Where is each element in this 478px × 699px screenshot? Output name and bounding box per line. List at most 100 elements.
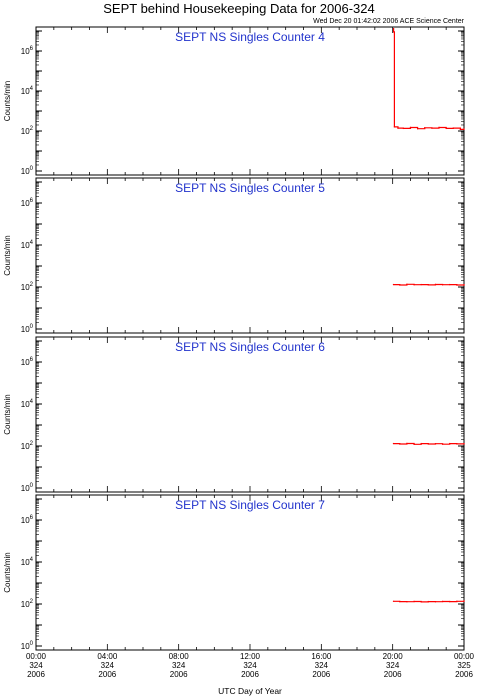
y-tick-base: 10: [21, 283, 30, 292]
x-tick-time: 12:00: [240, 652, 261, 661]
y-tick-base: 10: [21, 484, 30, 493]
x-tick-doy: 324: [29, 661, 43, 670]
x-tick-year: 2006: [27, 670, 45, 679]
y-tick-exponent: 0: [30, 641, 34, 647]
y-tick-base: 10: [21, 442, 30, 451]
y-tick-exponent: 0: [30, 166, 34, 172]
y-tick-base: 10: [21, 167, 30, 176]
data-point: [438, 126, 440, 129]
panel-title: SEPT NS Singles Counter 6: [175, 340, 325, 354]
y-tick-label: 102: [21, 282, 34, 292]
x-tick-year: 2006: [98, 670, 116, 679]
data-point: [413, 600, 415, 603]
data-point: [392, 283, 395, 286]
data-point: [427, 600, 430, 603]
data-point: [434, 283, 437, 286]
y-tick-exponent: 4: [30, 557, 34, 563]
y-tick-exponent: 6: [30, 198, 34, 204]
data-point: [456, 284, 458, 286]
y-tick-exponent: 0: [30, 324, 34, 330]
y-axis-label: Counts/min: [3, 81, 12, 121]
plot-frame: [35, 177, 465, 334]
x-tick-year: 2006: [455, 670, 473, 679]
y-tick-exponent: 2: [30, 441, 34, 447]
x-tick-time: 00:00: [454, 652, 475, 661]
data-point: [463, 443, 465, 445]
x-tick-doy: 324: [315, 661, 329, 670]
figure-title: SEPT behind Housekeeping Data for 2006-3…: [103, 1, 375, 16]
data-point: [441, 600, 444, 603]
y-tick-base: 10: [21, 516, 30, 525]
data-point: [392, 442, 395, 445]
y-tick-exponent: 2: [30, 282, 34, 288]
data-point: [420, 601, 422, 603]
y-tick-base: 10: [21, 87, 30, 96]
data-point: [463, 128, 465, 130]
data-point: [416, 128, 419, 130]
x-tick-doy: 325: [457, 661, 471, 670]
y-tick-label: 100: [21, 483, 34, 493]
data-point: [434, 601, 437, 603]
y-tick-base: 10: [21, 127, 30, 136]
data-point: [431, 127, 433, 129]
y-tick-label: 104: [21, 86, 34, 96]
y-tick-label: 106: [21, 515, 34, 525]
data-point: [409, 126, 412, 129]
x-tick-year: 2006: [312, 670, 330, 679]
x-tick-doy: 324: [101, 661, 115, 670]
y-tick-exponent: 4: [30, 240, 34, 246]
y-tick-base: 10: [21, 600, 30, 609]
y-tick-base: 10: [21, 400, 30, 409]
data-point: [406, 442, 408, 445]
data-point: [399, 600, 401, 603]
y-tick-exponent: 6: [30, 46, 34, 52]
y-tick-label: 106: [21, 46, 34, 56]
x-tick-year: 2006: [170, 670, 188, 679]
x-tick-year: 2006: [241, 670, 259, 679]
data-point: [445, 127, 447, 130]
y-tick-base: 10: [21, 642, 30, 651]
y-tick-base: 10: [21, 558, 30, 567]
y-tick-label: 106: [21, 198, 34, 208]
x-tick-doy: 324: [172, 661, 186, 670]
x-tick-time: 04:00: [97, 652, 118, 661]
timestamp-credit: Wed Dec 20 01:42:02 2006 ACE Science Cen…: [313, 18, 465, 25]
y-tick-label: 100: [21, 641, 34, 651]
panel-title: SEPT NS Singles Counter 4: [175, 30, 325, 44]
y-axis-label: Counts/min: [3, 552, 12, 592]
y-tick-label: 104: [21, 557, 34, 567]
data-point: [406, 283, 408, 285]
y-tick-label: 102: [21, 441, 34, 451]
data-point: [420, 442, 422, 445]
data-point: [427, 443, 430, 445]
data-point: [424, 127, 426, 129]
y-tick-label: 104: [21, 240, 34, 250]
data-point: [434, 443, 437, 445]
x-tick-time: 00:00: [26, 652, 47, 661]
y-tick-exponent: 4: [30, 86, 34, 92]
data-point: [399, 443, 401, 445]
y-tick-base: 10: [21, 358, 30, 367]
data-point: [441, 443, 444, 445]
data-point: [449, 442, 451, 445]
y-axis-label: Counts/min: [3, 394, 12, 434]
x-tick-time: 08:00: [169, 652, 190, 661]
y-tick-label: 100: [21, 166, 34, 176]
y-tick-label: 102: [21, 599, 34, 609]
data-point: [397, 127, 399, 129]
series-line: [393, 28, 465, 130]
data-point: [427, 284, 430, 286]
panel-title: SEPT NS Singles Counter 5: [175, 181, 325, 195]
data-point: [392, 31, 395, 33]
x-tick-time: 16:00: [311, 652, 332, 661]
y-tick-exponent: 2: [30, 126, 34, 132]
y-tick-label: 106: [21, 357, 34, 367]
data-point: [441, 284, 444, 286]
y-tick-label: 104: [21, 399, 34, 409]
data-point: [452, 127, 454, 129]
y-tick-base: 10: [21, 47, 30, 56]
data-point: [420, 283, 422, 286]
